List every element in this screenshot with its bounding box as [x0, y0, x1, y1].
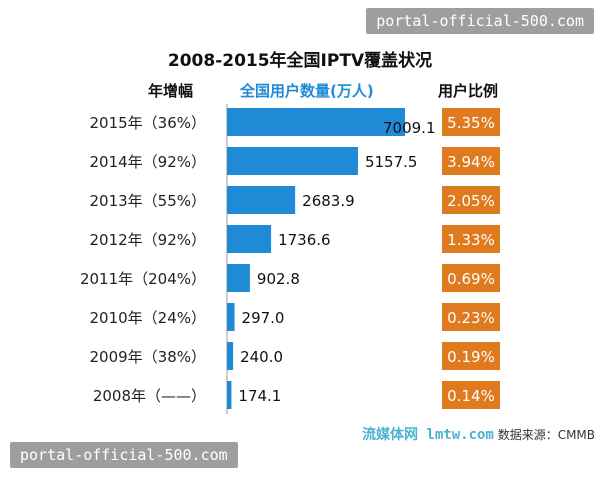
chart-title: 2008-2015年全国IPTV覆盖状况	[167, 51, 433, 71]
ratio-label: 0.69%	[447, 270, 495, 288]
category-label: 2012年（92%）	[89, 231, 206, 249]
ratio-label: 0.23%	[447, 309, 495, 327]
bar	[227, 108, 405, 136]
ratio-label: 0.14%	[447, 387, 495, 405]
data-source: 流媒体网 lmtw.com 数据来源：CMMB	[362, 424, 595, 444]
growth-column-header: 年增幅	[148, 82, 194, 100]
ratio-box	[442, 264, 500, 292]
ratio-box	[442, 186, 500, 214]
value-label: 7009.1	[383, 119, 436, 137]
bar	[227, 303, 235, 331]
ratio-label: 5.35%	[447, 114, 495, 132]
category-label: 2015年（36%）	[89, 114, 206, 132]
ratio-box	[442, 147, 500, 175]
category-label: 2011年（204%）	[80, 270, 206, 288]
category-label: 2009年（38%）	[89, 348, 206, 366]
ratio-box	[442, 303, 500, 331]
value-label: 902.8	[257, 270, 300, 288]
bar	[227, 225, 272, 253]
users-column-header: 全国用户数量(万人)	[240, 82, 374, 100]
value-label: 297.0	[242, 309, 285, 327]
ratio-box	[442, 381, 500, 409]
category-label: 2014年（92%）	[89, 153, 206, 171]
category-label: 2010年（24%）	[89, 309, 206, 327]
ratio-label: 1.33%	[447, 231, 495, 249]
ratio-column-header: 用户比例	[438, 82, 499, 100]
category-label: 2008年（——）	[93, 387, 206, 405]
watermark-top: portal-official-500.com	[366, 8, 594, 34]
ratio-box	[442, 342, 500, 370]
bar	[227, 264, 250, 292]
value-label: 174.1	[238, 387, 281, 405]
ratio-label: 0.19%	[447, 348, 495, 366]
watermark-bottom: portal-official-500.com	[10, 442, 238, 468]
bar	[227, 342, 234, 370]
ratio-box	[442, 108, 500, 136]
ratio-label: 3.94%	[447, 153, 495, 171]
source-text: 数据来源：CMMB	[497, 428, 596, 442]
category-label: 2013年（55%）	[89, 192, 206, 210]
bar	[227, 381, 232, 409]
bar	[227, 147, 358, 175]
bar	[227, 186, 296, 214]
ratio-label: 2.05%	[447, 192, 495, 210]
value-label: 5157.5	[365, 153, 418, 171]
value-label: 1736.6	[278, 231, 331, 249]
value-label: 2683.9	[302, 192, 355, 210]
source-watermark: 流媒体网 lmtw.com	[362, 427, 494, 443]
value-label: 240.0	[240, 348, 283, 366]
ratio-box	[442, 225, 500, 253]
